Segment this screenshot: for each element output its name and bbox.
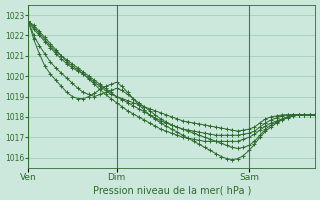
X-axis label: Pression niveau de la mer( hPa ): Pression niveau de la mer( hPa ) [92,185,251,195]
